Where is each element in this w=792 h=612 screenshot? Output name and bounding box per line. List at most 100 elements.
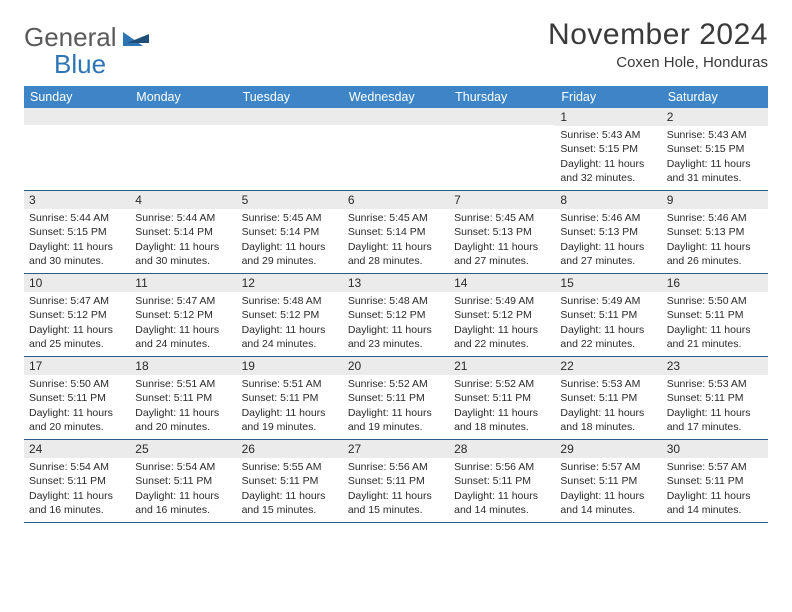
empty-day-cell [130, 108, 236, 190]
daylight-line: Daylight: 11 hours and 29 minutes. [242, 240, 338, 268]
day-cell: 21Sunrise: 5:52 AMSunset: 5:11 PMDayligh… [449, 357, 555, 439]
day-number: 8 [555, 191, 661, 209]
sunrise-line: Sunrise: 5:57 AM [560, 460, 656, 474]
day-cell: 19 Sunrise: 5:51 AMSunset: 5:11 PMDayligh… [237, 357, 343, 439]
day-cell: 7Sunrise: 5:45 AMSunset: 5:13 PMDaylight… [449, 191, 555, 273]
daylight-line: Daylight: 11 hours and 25 minutes. [29, 323, 125, 351]
daylight-line: Daylight: 11 hours and 15 minutes. [242, 489, 338, 517]
sunrise-line: Sunrise: 5:44 AM [135, 211, 231, 225]
sunset-line: Sunset: 5:12 PM [454, 308, 550, 322]
sunrise-line: Sunrise: 5:45 AM [242, 211, 338, 225]
empty-day-cell [449, 108, 555, 190]
sunset-line: Sunset: 5:11 PM [667, 391, 763, 405]
day-body: Sunrise: 5:49 AMSunset: 5:12 PMDaylight:… [449, 292, 555, 355]
day-body: Sunrise: 5:47 AMSunset: 5:12 PMDaylight:… [130, 292, 236, 355]
daylight-line: Daylight: 11 hours and 30 minutes. [29, 240, 125, 268]
sunset-line: Sunset: 5:11 PM [242, 474, 338, 488]
day-number: 14 [449, 274, 555, 292]
day-body: Sunrise: 5:53 AMSunset: 5:11 PMDaylight:… [662, 375, 768, 438]
day-number: 17 [24, 357, 130, 375]
day-body: Sunrise: 5:50 AMSunset: 5:11 PMDaylight:… [662, 292, 768, 355]
day-cell: 1Sunrise: 5:43 AMSunset: 5:15 PMDaylight… [555, 108, 661, 190]
day-number: 26 [237, 440, 343, 458]
day-cell: 4Sunrise: 5:44 AMSunset: 5:14 PMDaylight… [130, 191, 236, 273]
sunrise-line: Sunrise: 5:54 AM [29, 460, 125, 474]
daylight-line: Daylight: 11 hours and 23 minutes. [348, 323, 444, 351]
sunrise-line: Sunrise: 5:44 AM [29, 211, 125, 225]
day-number: 22 [555, 357, 661, 375]
day-body: Sunrise: 5:48 AMSunset: 5:12 PMDaylight:… [237, 292, 343, 355]
day-number: 28 [449, 440, 555, 458]
day-cell: 11Sunrise: 5:47 AMSunset: 5:12 PMDayligh… [130, 274, 236, 356]
daylight-line: Daylight: 11 hours and 14 minutes. [560, 489, 656, 517]
sunset-line: Sunset: 5:11 PM [348, 474, 444, 488]
daylight-line: Daylight: 11 hours and 26 minutes. [667, 240, 763, 268]
daylight-line: Daylight: 11 hours and 14 minutes. [454, 489, 550, 517]
daylight-line: Daylight: 11 hours and 31 minutes. [667, 157, 763, 185]
sunset-line: Sunset: 5:14 PM [135, 225, 231, 239]
day-number: 12 [237, 274, 343, 292]
day-body: Sunrise: 5:56 AMSunset: 5:11 PMDaylight:… [449, 458, 555, 521]
weekday-header: Tuesday [237, 86, 343, 108]
day-number: 13 [343, 274, 449, 292]
day-body: Sunrise: 5:45 AMSunset: 5:13 PMDaylight:… [449, 209, 555, 272]
daylight-line: Daylight: 11 hours and 24 minutes. [242, 323, 338, 351]
sunrise-line: Sunrise: 5:51 AM [242, 377, 338, 391]
sunset-line: Sunset: 5:15 PM [667, 142, 763, 156]
sunset-line: Sunset: 5:11 PM [667, 474, 763, 488]
day-cell: 8Sunrise: 5:46 AMSunset: 5:13 PMDaylight… [555, 191, 661, 273]
daylight-line: Daylight: 11 hours and 16 minutes. [29, 489, 125, 517]
day-number: 4 [130, 191, 236, 209]
header: General Blue November 2024 Coxen Hole, H… [24, 18, 768, 78]
day-body: Sunrise: 5:45 AMSunset: 5:14 PMDaylight:… [237, 209, 343, 272]
day-body: Sunrise: 5:52 AMSunset: 5:11 PMDaylight:… [449, 375, 555, 438]
empty-day-cell [24, 108, 130, 190]
day-number: 25 [130, 440, 236, 458]
sunset-line: Sunset: 5:11 PM [242, 391, 338, 405]
day-number: 9 [662, 191, 768, 209]
week-row: 10Sunrise: 5:47 AMSunset: 5:12 PMDayligh… [24, 274, 768, 357]
day-body: Sunrise: 5:54 AMSunset: 5:11 PMDaylight:… [130, 458, 236, 521]
day-body: Sunrise: 5:43 AMSunset: 5:15 PMDaylight:… [662, 126, 768, 189]
sunrise-line: Sunrise: 5:52 AM [454, 377, 550, 391]
sunset-line: Sunset: 5:13 PM [667, 225, 763, 239]
daylight-line: Daylight: 11 hours and 15 minutes. [348, 489, 444, 517]
day-number: 19 [237, 357, 343, 375]
daylight-line: Daylight: 11 hours and 19 minutes. [242, 406, 338, 434]
day-number: 16 [662, 274, 768, 292]
daylight-line: Daylight: 11 hours and 20 minutes. [29, 406, 125, 434]
day-number: 11 [130, 274, 236, 292]
daylight-line: Daylight: 11 hours and 19 minutes. [348, 406, 444, 434]
day-cell: 22Sunrise: 5:53 AMSunset: 5:11 PMDayligh… [555, 357, 661, 439]
sunrise-line: Sunrise: 5:48 AM [348, 294, 444, 308]
day-body: Sunrise: 5:49 AMSunset: 5:11 PMDaylight:… [555, 292, 661, 355]
sunrise-line: Sunrise: 5:53 AM [560, 377, 656, 391]
logo-word2: Blue [24, 49, 106, 79]
daylight-line: Daylight: 11 hours and 20 minutes. [135, 406, 231, 434]
week-row: 3Sunrise: 5:44 AMSunset: 5:15 PMDaylight… [24, 191, 768, 274]
sunset-line: Sunset: 5:13 PM [454, 225, 550, 239]
day-number: 18 [130, 357, 236, 375]
daylight-line: Daylight: 11 hours and 18 minutes. [454, 406, 550, 434]
day-cell: 30Sunrise: 5:57 AMSunset: 5:11 PMDayligh… [662, 440, 768, 522]
location: Coxen Hole, Honduras [548, 54, 768, 71]
day-body: Sunrise: 5:50 AMSunset: 5:11 PMDaylight:… [24, 375, 130, 438]
day-number: 23 [662, 357, 768, 375]
daylight-line: Daylight: 11 hours and 14 minutes. [667, 489, 763, 517]
sunset-line: Sunset: 5:11 PM [454, 391, 550, 405]
sunset-line: Sunset: 5:15 PM [29, 225, 125, 239]
day-number: 2 [662, 108, 768, 126]
sunrise-line: Sunrise: 5:53 AM [667, 377, 763, 391]
day-cell: 12Sunrise: 5:48 AMSunset: 5:12 PMDayligh… [237, 274, 343, 356]
day-body: Sunrise: 5:43 AMSunset: 5:15 PMDaylight:… [555, 126, 661, 189]
day-body: Sunrise: 5:55 AMSunset: 5:11 PMDaylight:… [237, 458, 343, 521]
sunrise-line: Sunrise: 5:45 AM [454, 211, 550, 225]
day-cell: 3Sunrise: 5:44 AMSunset: 5:15 PMDaylight… [24, 191, 130, 273]
day-body: Sunrise: 5:44 AMSunset: 5:14 PMDaylight:… [130, 209, 236, 272]
day-body: Sunrise: 5:48 AMSunset: 5:12 PMDaylight:… [343, 292, 449, 355]
daylight-line: Daylight: 11 hours and 17 minutes. [667, 406, 763, 434]
sunrise-line: Sunrise: 5:48 AM [242, 294, 338, 308]
sunset-line: Sunset: 5:11 PM [560, 391, 656, 405]
calendar: SundayMondayTuesdayWednesdayThursdayFrid… [24, 86, 768, 523]
weekday-header-row: SundayMondayTuesdayWednesdayThursdayFrid… [24, 86, 768, 108]
